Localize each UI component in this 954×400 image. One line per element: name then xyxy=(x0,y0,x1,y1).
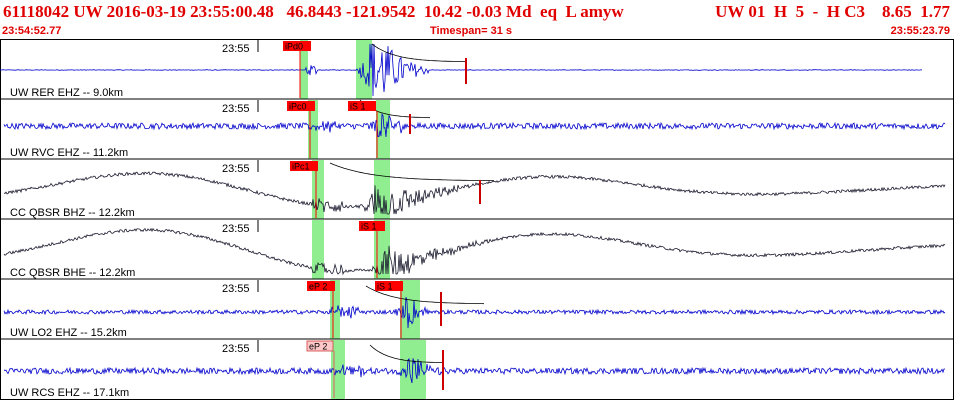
phase-window xyxy=(376,100,390,159)
coda-envelope xyxy=(371,43,467,63)
trace-row[interactable]: 23:55 iPd0 UW RER EHZ -- 9.0km xyxy=(0,40,923,99)
pick-label: iS 1 xyxy=(350,102,366,112)
trace-row[interactable]: 23:55 iS 1 CC QBSR BHE -- 12.2km xyxy=(0,218,954,279)
phase-pick[interactable]: iS 1 xyxy=(348,101,378,158)
timespan-label: Timespan= 31 s xyxy=(430,25,513,37)
station-label: UW RCS EHZ -- 17.1km xyxy=(10,387,129,399)
phase-window xyxy=(312,220,324,279)
trace-row[interactable]: 23:55 eP 2 iS 1 UW LO2 EHZ -- 15.2km xyxy=(0,278,954,339)
pick-label-box xyxy=(290,161,318,171)
event-header: 61118042 UW 2016-03-19 23:55:00.48 46.84… xyxy=(0,0,954,40)
pick-label: iS 1 xyxy=(377,282,393,292)
phase-window xyxy=(400,280,420,339)
pick-label: iPc0 xyxy=(289,102,307,112)
station-label: CC QBSR BHZ -- 12.2km xyxy=(10,207,135,219)
phase-pick[interactable]: eP 2 xyxy=(307,281,335,338)
station-label: UW LO2 EHZ -- 15.2km xyxy=(10,327,127,339)
waveform-trace xyxy=(0,43,923,97)
waveform-trace xyxy=(3,297,946,329)
seismogram-panel[interactable]: 23:55 iPd0 UW RER EHZ -- 9.0km 23:55 iPc0 iS … xyxy=(0,39,954,400)
coda-envelope xyxy=(369,344,445,364)
phase-pick[interactable]: eP 2 xyxy=(306,340,335,398)
phase-window xyxy=(356,40,372,99)
phase-pick[interactable]: iPc0 xyxy=(287,101,315,158)
phase-window xyxy=(308,100,318,159)
start-time-label: 23:54:52.77 xyxy=(2,25,62,37)
pick-label-box xyxy=(375,281,403,291)
phase-window xyxy=(312,160,324,219)
pick-label-box xyxy=(287,101,315,111)
trace-row[interactable]: 23:55 iPc0 iS 1 UW RVC EHZ -- 11.2km xyxy=(0,98,954,159)
pick-label-box xyxy=(307,281,335,291)
waveform-trace xyxy=(3,357,945,384)
end-time-label: 23:55:23.79 xyxy=(890,25,950,37)
trace-row[interactable]: 23:55 iPc1 CC QBSR BHZ -- 12.2km xyxy=(0,158,954,219)
minute-label: 23:55 xyxy=(222,343,250,355)
phase-window xyxy=(374,220,390,279)
minute-label: 23:55 xyxy=(222,43,250,55)
phase-window xyxy=(330,280,340,339)
phase-window xyxy=(300,40,308,99)
pick-label-box xyxy=(348,101,376,111)
phase-pick[interactable]: iS 1 xyxy=(359,221,385,278)
pick-label: iS 1 xyxy=(361,222,377,232)
pick-label: eP 2 xyxy=(309,282,327,292)
waveform-trace xyxy=(3,171,946,215)
waveform-trace xyxy=(3,227,946,276)
pick-label-box xyxy=(359,221,385,231)
coda-envelope xyxy=(365,285,485,305)
trace-row[interactable]: 23:55 eP 2 UW RCS EHZ -- 17.1km xyxy=(0,338,954,399)
pick-label: eP 2 xyxy=(309,342,327,352)
waveform-trace xyxy=(3,113,946,138)
pick-label: iPd0 xyxy=(285,42,303,52)
event-summary-text: 61118042 UW 2016-03-19 23:55:00.48 46.84… xyxy=(3,2,624,21)
pick-label: iPc1 xyxy=(292,162,310,172)
phase-pick[interactable]: iPc1 xyxy=(290,161,318,218)
station-summary-text: UW 01 H 5 - H C3 8.65 1.77 xyxy=(715,2,950,21)
pick-label-box xyxy=(306,340,334,352)
minute-label: 23:55 xyxy=(222,283,250,295)
coda-envelope xyxy=(329,162,495,182)
minute-label: 23:55 xyxy=(222,223,250,235)
minute-label: 23:55 xyxy=(222,163,250,175)
minute-label: 23:55 xyxy=(222,103,250,115)
phase-pick[interactable]: iPd0 xyxy=(283,41,311,98)
station-label: CC QBSR BHE -- 12.2km xyxy=(10,267,135,279)
phase-pick[interactable]: iS 1 xyxy=(375,281,403,338)
pick-label-box xyxy=(283,41,311,51)
station-label: UW RVC EHZ -- 11.2km xyxy=(10,147,128,159)
station-label: UW RER EHZ -- 9.0km xyxy=(10,87,123,99)
